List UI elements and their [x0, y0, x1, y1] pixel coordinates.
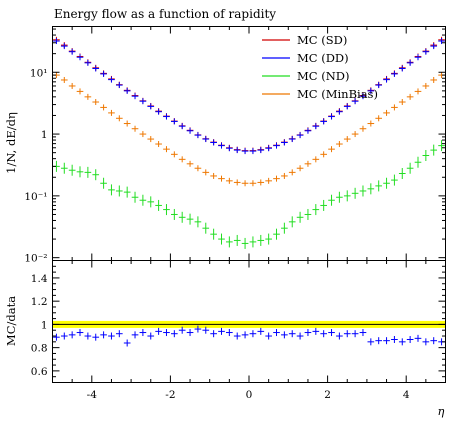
legend-entry-nd: MC (ND) — [262, 69, 350, 83]
x-tick-label: -4 — [87, 389, 98, 401]
legend-entry-sd: MC (SD) — [262, 33, 347, 47]
main-series-3 — [53, 72, 445, 187]
x-tick-label: -2 — [165, 389, 175, 401]
ratio-y-tick-label: 0.8 — [31, 343, 48, 355]
ratio-panel-frame — [52, 260, 446, 383]
legend-label-nd: MC (ND) — [297, 69, 350, 83]
x-tick-label: 4 — [403, 389, 410, 401]
legend-label-dd: MC (DD) — [297, 51, 349, 65]
main-y-tick-label: 10¹ — [30, 67, 48, 79]
ratio-y-tick-label: 1.2 — [31, 296, 48, 308]
x-tick-label: 2 — [324, 389, 331, 401]
main-y-tick-label: 10⁻¹ — [24, 191, 47, 203]
main-series-1 — [53, 38, 445, 155]
ratio-y-tick-label: 1 — [41, 319, 48, 331]
main-y-tick-label: 10⁻² — [24, 253, 47, 265]
main-series-2 — [53, 140, 445, 249]
legend: MC (SD) MC (DD) MC (ND) MC (MinBias) — [262, 33, 378, 101]
legend-label-minbias: MC (MinBias) — [297, 87, 378, 101]
ratio-y-axis-label: MC/data — [4, 296, 18, 346]
main-series-0 — [53, 36, 445, 154]
main-panel-frame — [52, 26, 446, 261]
ratio-y-tick-label: 0.6 — [31, 366, 48, 378]
x-tick-label: 0 — [246, 389, 253, 401]
ratio-series-0 — [53, 325, 445, 347]
legend-label-sd: MC (SD) — [297, 33, 347, 47]
legend-entry-dd: MC (DD) — [262, 51, 349, 65]
main-y-axis-label: 1/N, dE/dη — [4, 112, 18, 174]
chart-title: Energy flow as a function of rapidity — [54, 7, 276, 21]
main-y-tick-label: 1 — [41, 129, 48, 141]
ratio-y-tick-label: 1.4 — [31, 273, 48, 285]
legend-entry-minbias: MC (MinBias) — [262, 87, 378, 101]
x-axis-label: η — [438, 404, 445, 418]
